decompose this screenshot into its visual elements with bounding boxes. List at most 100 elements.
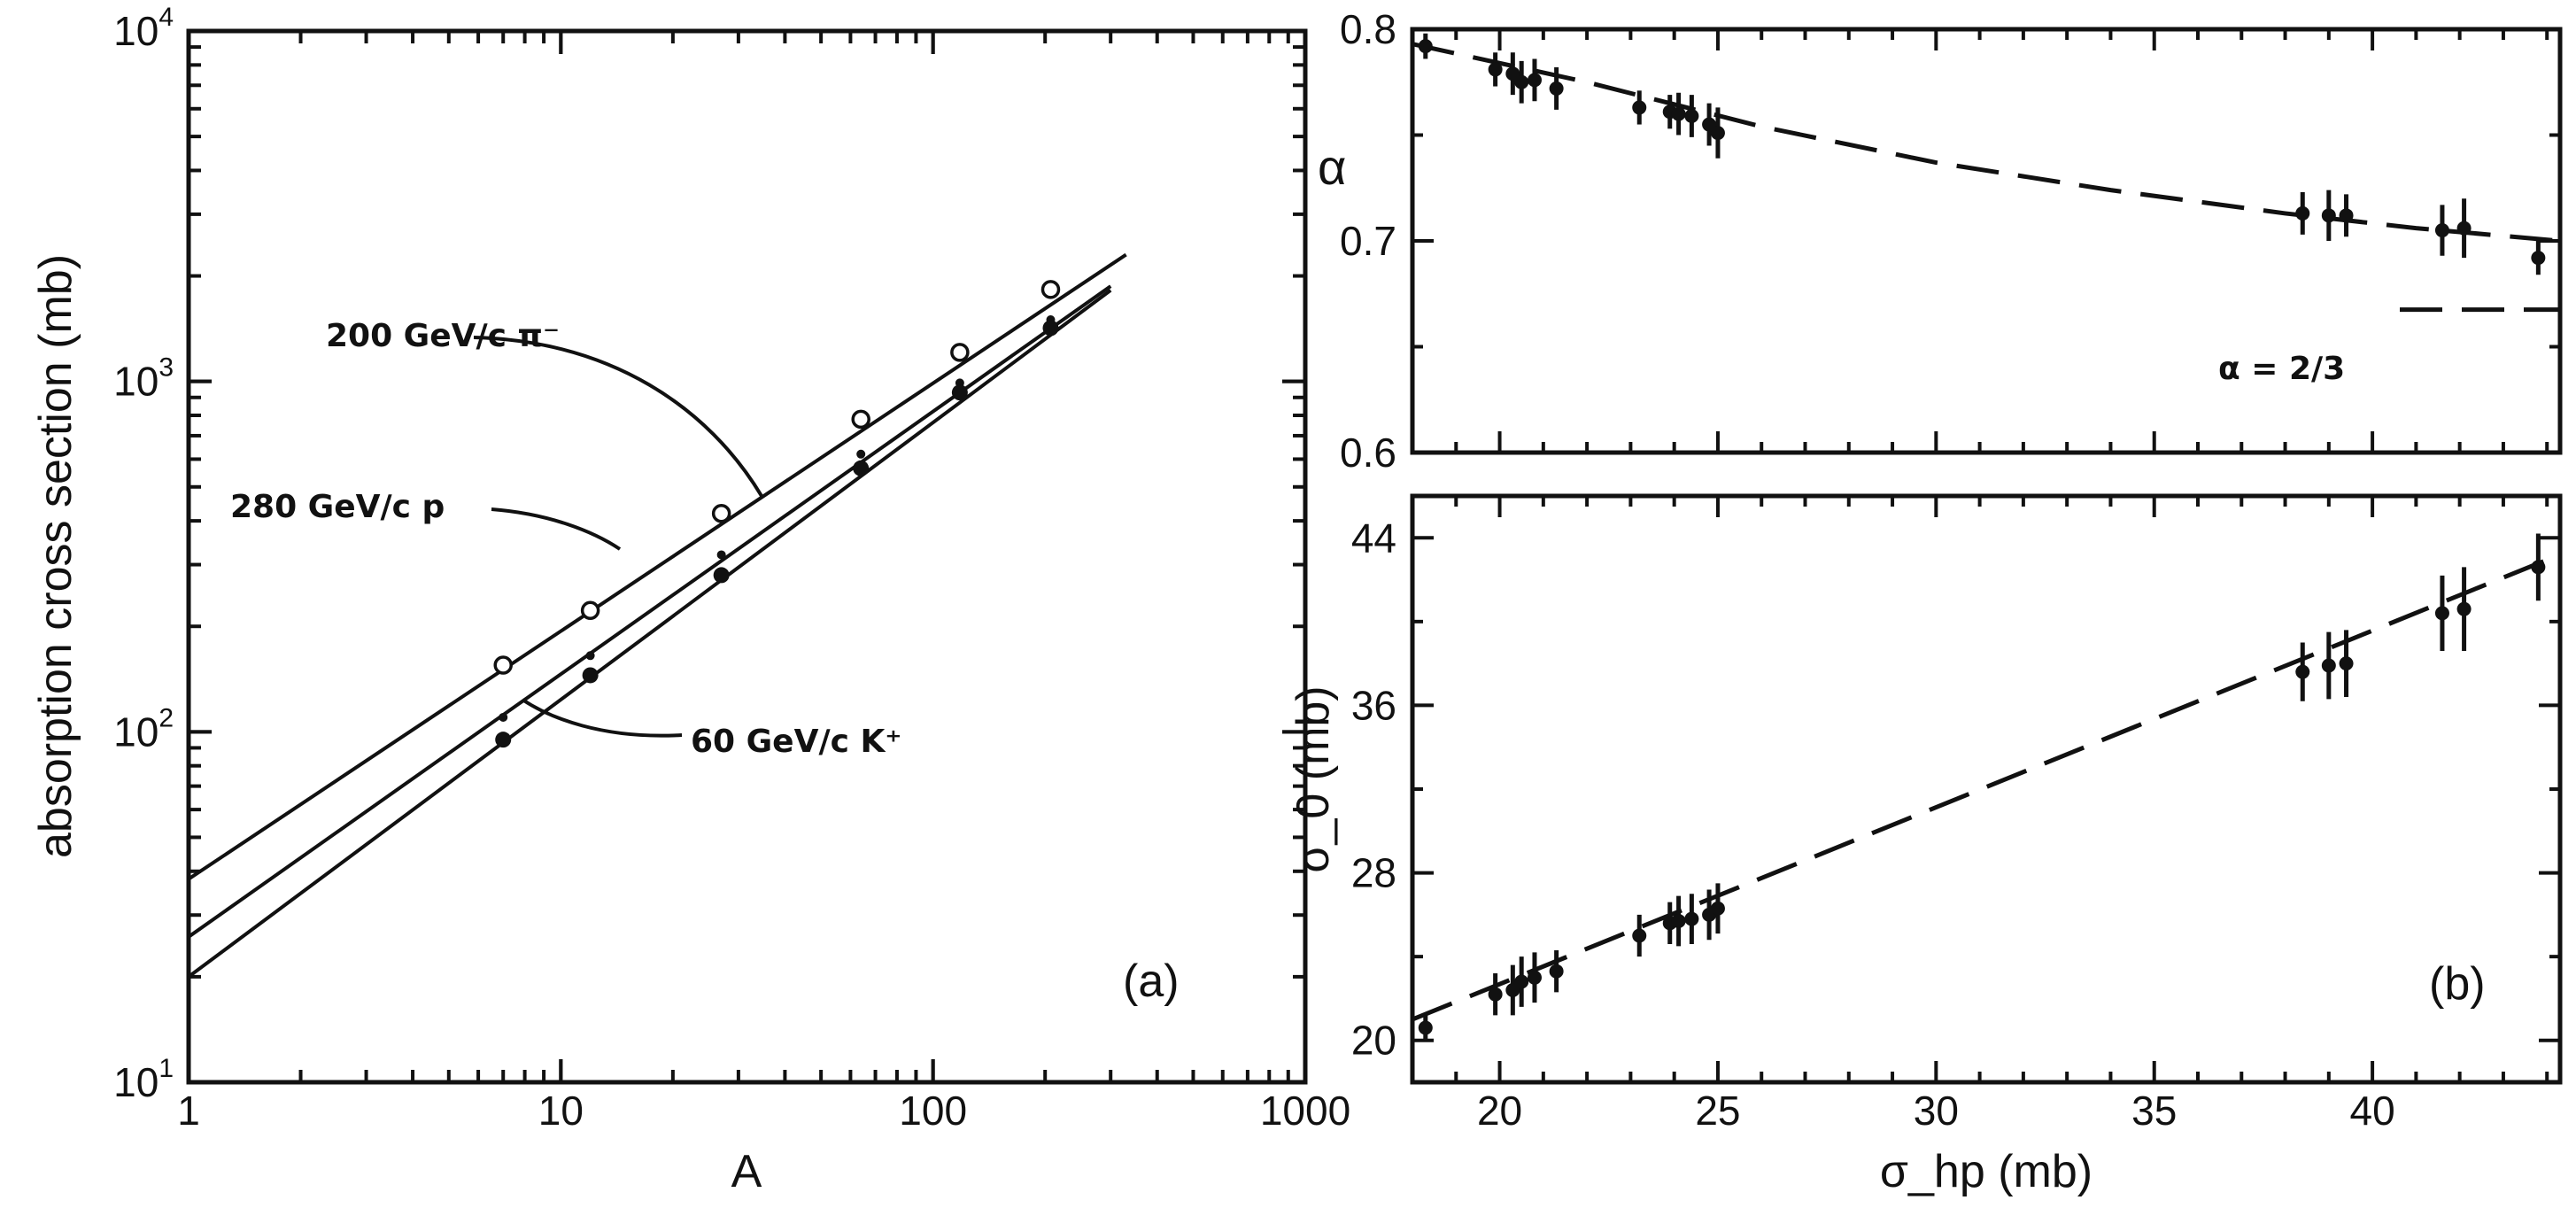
panel-a-label-leaders	[473, 336, 763, 738]
a-y-tick-label: 102	[113, 703, 174, 755]
panel-b-bottom-markers	[1418, 533, 2546, 1041]
bt-point	[2531, 251, 2546, 266]
bb-y-tick-label: 20	[1351, 1018, 1396, 1064]
series-label-kaon: 60 GeV/c K⁺	[691, 724, 901, 760]
a-point-2	[1042, 320, 1059, 337]
a-point-2	[853, 460, 870, 476]
bt-y-tick-label: 0.6	[1340, 430, 1396, 476]
bt-point	[2456, 221, 2472, 236]
a-x-tick-label: 100	[899, 1088, 967, 1134]
a-fit-line-2	[187, 289, 1112, 979]
panel-b-bottom-x-tick-labels: 20 25 30 35 40	[1477, 1088, 2395, 1134]
bb-fit-curve	[1412, 552, 2561, 1022]
panel-b-top-y-tick-labels: 0.6 0.7 0.8	[1340, 6, 1396, 476]
a-x-tick-label: 1000	[1260, 1088, 1350, 1134]
panel-b-top: 0.6 0.7 0.8 α = 2/3 α	[1318, 6, 2563, 476]
panel-b-bottom-x-label: σ_hp (mb)	[1880, 1146, 2093, 1197]
a-point-1	[499, 712, 508, 722]
a-point-2	[582, 667, 599, 684]
bb-point	[1505, 982, 1520, 997]
bb-point	[1514, 974, 1529, 989]
panel-a-fit-lines	[187, 252, 1127, 979]
panel-a-markers	[493, 280, 1061, 748]
bb-point	[1710, 901, 1725, 916]
a-x-tick-label: 1	[177, 1088, 200, 1134]
a-x-tick-label: 10	[538, 1088, 584, 1134]
bb-point	[1671, 913, 1686, 928]
bt-point	[2295, 205, 2310, 221]
panel-a-x-label: A	[731, 1146, 762, 1197]
bb-point	[2321, 658, 2336, 673]
panel-a-y-label: absorption cross section (mb)	[30, 254, 81, 858]
a-point-0	[851, 409, 870, 430]
panel-b-label: (b)	[2429, 958, 2486, 1010]
bt-point	[1488, 62, 1503, 77]
a-point-0	[711, 503, 731, 523]
bb-x-tick-label: 35	[2131, 1088, 2177, 1134]
bb-y-tick-label: 44	[1351, 515, 1396, 561]
panel-a-label: (a)	[1123, 956, 1180, 1007]
bb-point	[1488, 987, 1503, 1002]
leader-proton	[491, 507, 622, 551]
panel-b-top-ticks	[1411, 27, 2560, 454]
bt-point	[1418, 39, 1433, 54]
a-point-0	[493, 655, 513, 675]
a-point-0	[950, 343, 970, 362]
bt-point	[1710, 126, 1725, 141]
bb-point	[1684, 911, 1699, 926]
panel-a-y-tick-labels: 101 102 103 104	[113, 3, 174, 1105]
bt-fit-curve	[1412, 42, 2561, 244]
panel-b-bottom-y-label-text: σ_0 (mb)	[1288, 685, 1339, 872]
panel-a: 1 10 100 1000 101 102 103 104 200 GeV/c π⁻ 280…	[30, 3, 1350, 1197]
panel-b-top-frame	[1410, 27, 2563, 455]
bt-point	[1549, 81, 1564, 96]
leader-kaon	[521, 698, 683, 738]
panel-b-bottom-y-tick-labels: 20 28 36 44	[1351, 515, 1396, 1063]
bt-y-tick-label: 0.7	[1340, 218, 1396, 264]
a-y-tick-label: 103	[113, 353, 174, 405]
bb-point	[2295, 664, 2310, 679]
bb-y-tick-label: 28	[1351, 850, 1396, 896]
bb-y-tick-label: 36	[1351, 682, 1396, 728]
panel-b-bottom: 20 25 30 35 40 20 28 36 44 (b) σ_0 (mb) σ_hp (m…	[1288, 493, 2563, 1197]
panel-a-x-tick-labels: 1 10 100 1000	[177, 1088, 1350, 1134]
bb-x-tick-label: 20	[1477, 1088, 1522, 1134]
panel-a-frame	[186, 28, 1308, 1085]
panel-b-bottom-frame	[1410, 493, 2563, 1085]
bb-point	[1418, 1020, 1433, 1035]
series-label-proton: 280 GeV/c p	[230, 489, 445, 525]
a-point-1	[856, 449, 866, 459]
panel-b-bottom-ticks	[1411, 496, 2560, 1082]
bb-x-tick-label: 30	[1914, 1088, 1959, 1134]
bt-point	[1505, 66, 1520, 81]
a-point-1	[716, 550, 726, 560]
a-point-0	[1040, 280, 1061, 299]
bb-point	[1549, 964, 1564, 979]
bb-point	[2531, 560, 2546, 575]
bb-point	[1632, 928, 1647, 943]
series-label-pi-minus: 200 GeV/c π⁻	[326, 318, 560, 354]
bb-point	[2456, 601, 2472, 616]
a-y-tick-label: 104	[113, 3, 174, 54]
bt-point	[1671, 106, 1686, 121]
bt-y-tick-label: 0.8	[1340, 6, 1396, 52]
a-point-2	[951, 384, 968, 401]
bb-point	[2339, 656, 2354, 671]
bb-point	[1527, 970, 1542, 985]
panel-b-bottom-y-label: σ_0 (mb)	[1288, 685, 1339, 872]
panel-b-bottom-curves	[1412, 552, 2561, 1022]
bt-point	[1514, 74, 1529, 89]
panel-b-top-markers	[1418, 33, 2546, 275]
bt-point	[1632, 100, 1647, 115]
a-y-tick-label: 101	[113, 1054, 174, 1105]
bt-point	[2339, 208, 2354, 223]
bb-x-tick-label: 25	[1695, 1088, 1740, 1134]
a-point-0	[580, 600, 600, 621]
panel-a-ticks	[187, 29, 1307, 1084]
a-fit-line-0	[187, 252, 1127, 881]
bb-point	[2434, 606, 2449, 621]
a-point-2	[713, 567, 730, 584]
a-point-2	[495, 732, 512, 748]
bt-point	[1684, 108, 1699, 123]
